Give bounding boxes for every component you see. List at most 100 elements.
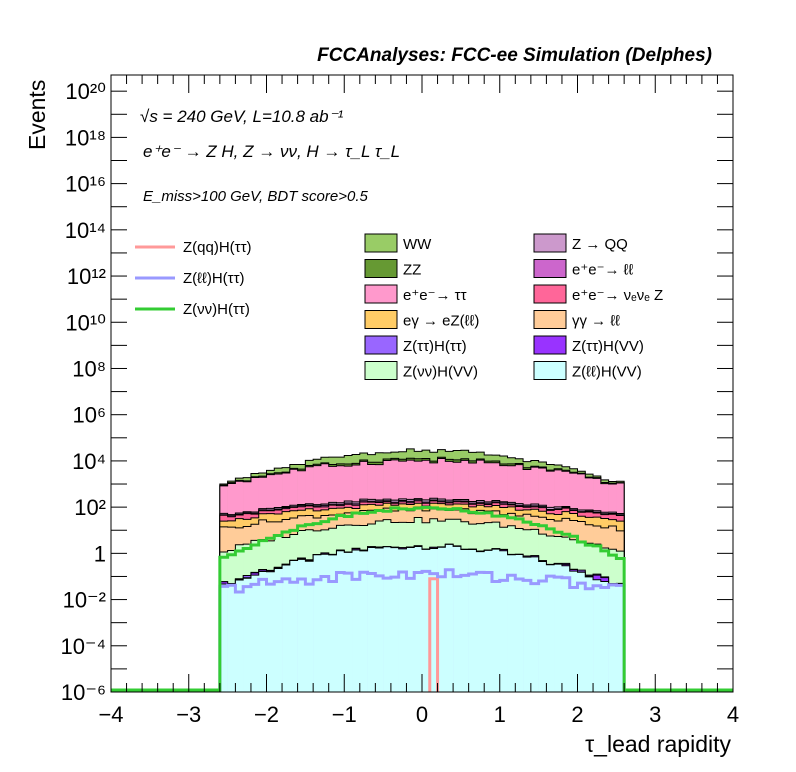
bar-z-ll-h-vv (600, 581, 609, 692)
bar-z-ll-h-vv (546, 564, 555, 692)
legend-swatch (364, 233, 398, 253)
legend-item-z-ll-h-vv: Z(ℓℓ)H(VV) (533, 361, 642, 381)
annotation-energy: √s = 240 GeV, L=10.8 ab⁻¹ (140, 107, 344, 126)
bar-z-ll-h-vv (414, 546, 423, 692)
legend-item-z-qq-h: Z(qq)H(ττ) (135, 239, 252, 256)
bar-z-ll-h-vv (429, 548, 438, 692)
x-tick-label: 0 (416, 702, 428, 727)
outline-ww (219, 448, 625, 692)
signal-layer (111, 505, 733, 692)
x-tick-label: 4 (727, 702, 739, 727)
x-tick-label: 1 (494, 702, 506, 727)
legend-label: e⁺e⁻→ ℓℓ (572, 262, 634, 279)
legend-item-z-h-vv: Z(ττ)H(VV) (533, 335, 644, 355)
legend-swatch (364, 259, 398, 278)
bar-z-ll-h-vv (593, 579, 602, 692)
legend-swatch (533, 361, 567, 380)
outline-z-ll-h-vv (219, 543, 625, 692)
bar-z-ll-h-vv (282, 565, 291, 692)
legend-label: Z → QQ (572, 236, 628, 253)
bar-z-ll-h-vv (437, 547, 446, 692)
legend-item-z-qq: Z → QQ (533, 233, 628, 253)
bar-z-ll-h-vv (484, 550, 493, 692)
y-tick-label: 10¹⁶ (65, 172, 106, 197)
y-tick-label: 10⁶ (72, 403, 106, 428)
bar-z-ll-h-vv (336, 550, 345, 692)
legend-label: Z(ττ)H(VV) (572, 338, 644, 355)
bar-z-ll-h-vv (258, 571, 267, 692)
bar-z-ll-h-vv (383, 546, 392, 692)
outline-e-e-e-e-z (219, 500, 625, 692)
x-tick-label: −2 (254, 702, 279, 727)
bar-z-ll-h-vv (491, 549, 501, 692)
y-tick-label: 10⁻⁶ (61, 680, 106, 705)
signal-z-qq-h (428, 577, 440, 692)
bar-z-ll-h-vv (422, 549, 431, 692)
bar-z-ll-h-vv (266, 571, 275, 692)
legend-item-ll: γγ → ℓℓ (533, 310, 620, 330)
legend-label: Z(νν)H(VV) (403, 364, 478, 381)
bar-z-ll-h-vv (445, 544, 454, 692)
x-tick-label: 2 (571, 702, 583, 727)
bar-z-ll-h-vv (375, 547, 384, 692)
bar-z-ll-h-vv (577, 572, 586, 692)
legend-item-z-h: Z(νν)H(ττ) (135, 301, 250, 318)
y-tick-label: 10²⁰ (65, 79, 106, 104)
bar-z-ll-h-vv (468, 549, 477, 692)
bar-z-ll-h-vv (344, 552, 353, 692)
bar-z-ll-h-vv (460, 549, 469, 692)
legend-swatch (364, 284, 398, 304)
bar-z-ll-h-vv (328, 554, 337, 692)
y-tick-label: 10⁴ (72, 449, 106, 474)
legend-label: Z(ℓℓ)H(ττ) (183, 270, 245, 287)
chart-title: FCCAnalyses: FCC-ee Simulation (Delphes) (317, 45, 712, 66)
y-tick-label: 10¹⁸ (65, 125, 106, 150)
legend-label: e⁺e⁻→ ττ (403, 287, 467, 304)
bar-z-ll-h-vv (359, 550, 368, 692)
y-tick-label: 1 (94, 541, 106, 566)
legend-swatch (533, 335, 567, 355)
legend-label: Z(ττ)H(ττ) (403, 338, 467, 355)
bar-z-ll-h-vv (289, 560, 298, 692)
bar-z-ll-h-vv (530, 556, 539, 692)
legend-swatch (364, 310, 398, 329)
y-tick-label: 10⁻⁴ (60, 634, 106, 659)
bar-z-ll-h-vv (608, 585, 617, 692)
bar-z-ll-h-vv (523, 557, 532, 692)
legend-item-e-e-ll: e⁺e⁻→ ℓℓ (533, 259, 634, 279)
x-tick-label: −1 (332, 702, 357, 727)
bar-z-ll-h-vv (305, 561, 314, 692)
y-tick-label: 10¹⁴ (65, 218, 106, 243)
legend-item-z-ll-h: Z(ℓℓ)H(ττ) (135, 270, 245, 287)
bar-z-ll-h-vv (227, 585, 236, 692)
bar-z-ll-h-vv (297, 559, 306, 692)
legend-label: e⁺e⁻→ νₑνₑ Z (572, 287, 663, 304)
bar-z-ll-h-vv (390, 547, 399, 692)
bar-z-ll-h-vv (569, 571, 578, 692)
y-tick-label: 10¹⁰ (65, 310, 106, 335)
bar-z-ll-h-vv (585, 576, 594, 692)
legend-label: Z(νν)H(ττ) (183, 301, 250, 318)
bar-z-ll-h-vv (515, 554, 524, 692)
bar-z-ll-h-vv (398, 548, 407, 692)
bar-z-ll-h-vv (538, 561, 547, 692)
signal-z-h (111, 505, 733, 692)
legend-label: eγ → eZ(ℓℓ) (403, 313, 479, 330)
bar-z-ll-h-vv (499, 550, 508, 692)
signal-z-ll-h (111, 568, 733, 692)
bar-z-ll-h-vv (561, 565, 571, 692)
bar-z-ll-h-vv (476, 551, 485, 692)
annotation-cuts: E_miss>100 GeV, BDT score>0.5 (143, 188, 368, 205)
tick-layer: −4 −3 −2 −1 0 1 2 3 4 10⁻⁶ 10⁻⁴ 10⁻² 1 10² 10⁴ 10⁶ 10⁸ 10… (60, 75, 739, 727)
bar-z-ll-h-vv (243, 578, 252, 692)
outline-z-h-vv (219, 517, 625, 692)
x-tick-label: −3 (176, 702, 201, 727)
legend-item-e-e-e-e-z: e⁺e⁻→ νₑνₑ Z (533, 284, 663, 304)
bar-z-ll-h-vv (367, 547, 376, 692)
legend: Z(qq)H(ττ) Z(ℓℓ)H(ττ) Z(νν)H(ττ) WW ZZ e⁺e⁻→ … (135, 233, 663, 381)
bar-z-ll-h-vv (616, 584, 625, 692)
bar-z-ll-h-vv (235, 580, 244, 692)
bar-z-ll-h-vv (219, 583, 228, 692)
bar-z-ll-h-vv (313, 554, 322, 692)
